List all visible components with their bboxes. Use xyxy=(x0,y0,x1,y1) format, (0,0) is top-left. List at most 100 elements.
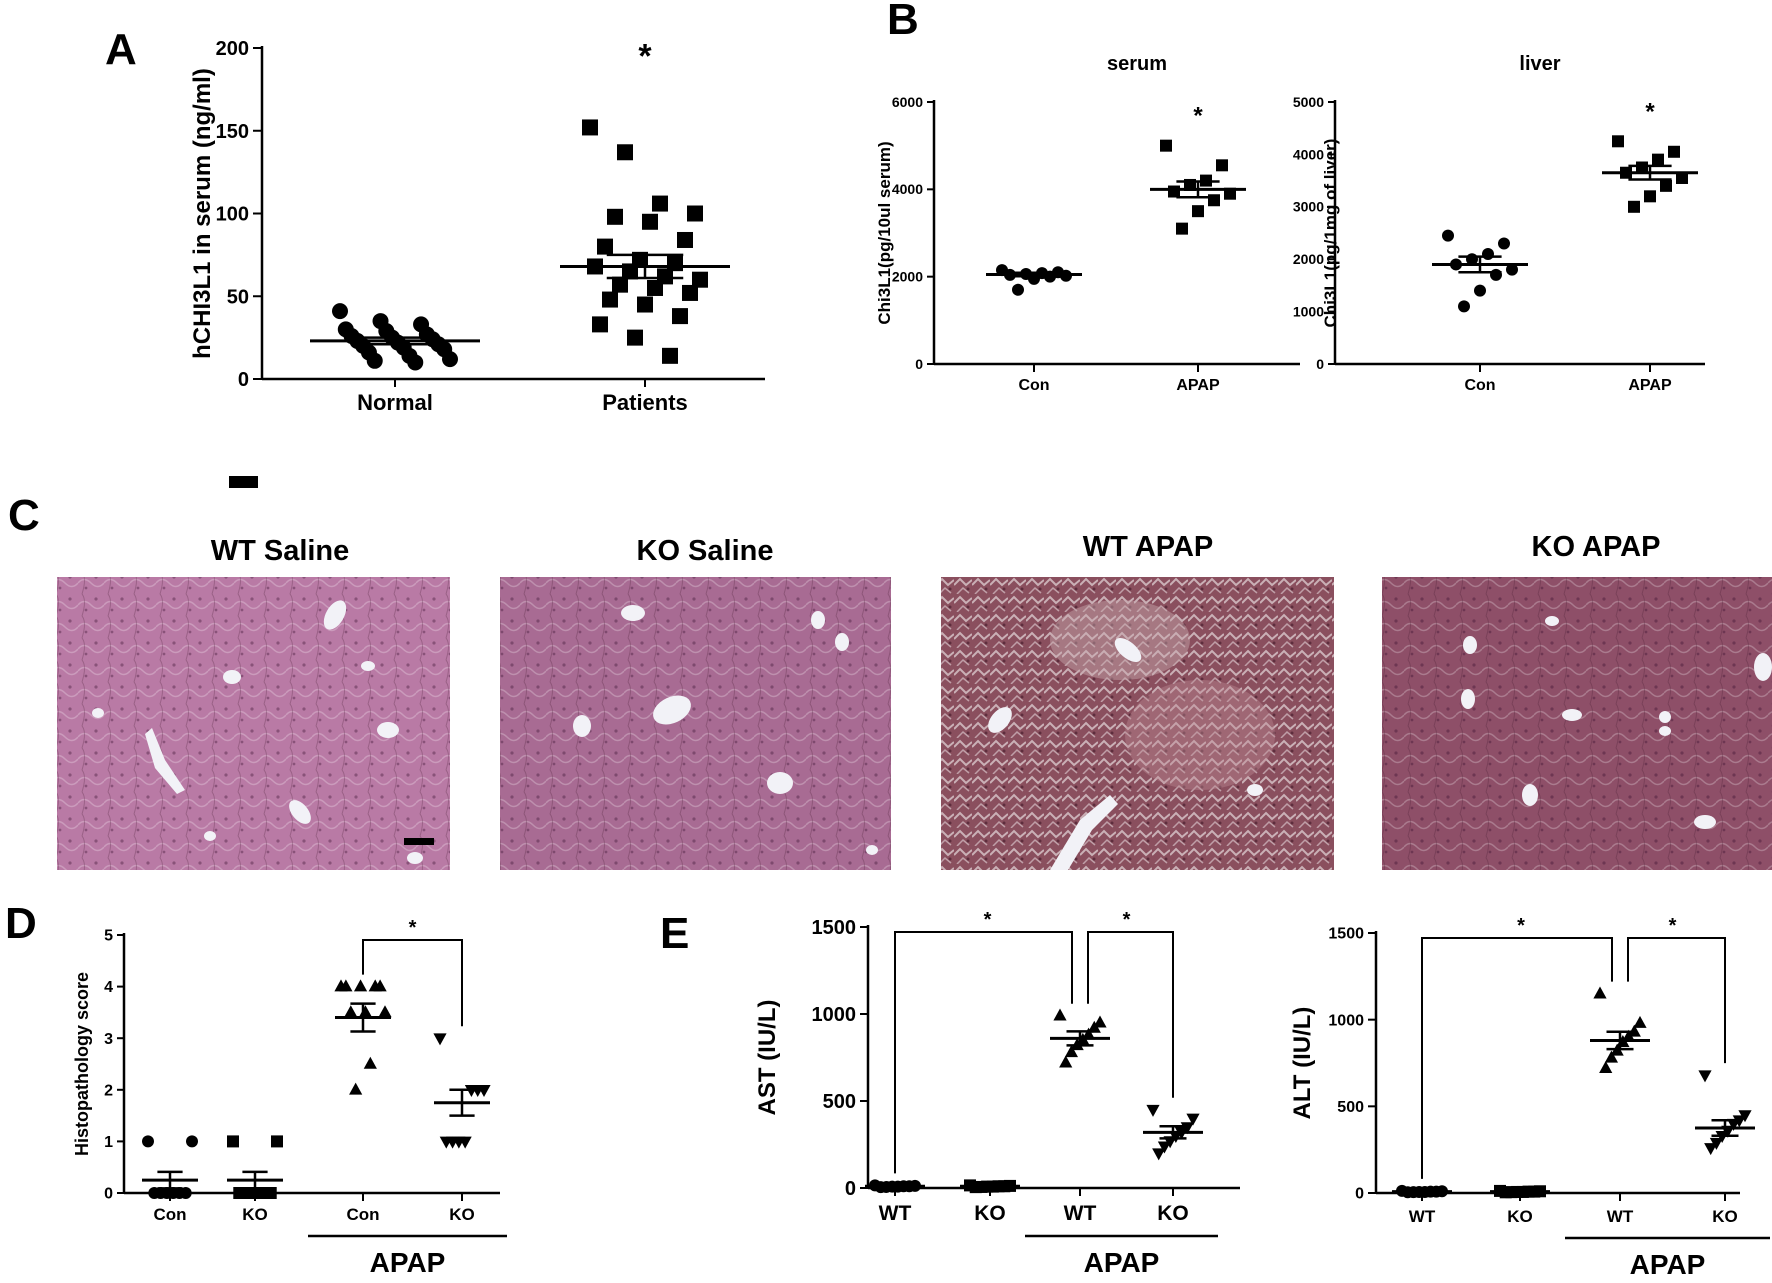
y-axis-label: Histopathology score xyxy=(72,972,92,1156)
data-point xyxy=(439,1136,453,1149)
x-tick-label: APAP xyxy=(1176,377,1220,394)
data-point xyxy=(1506,263,1518,276)
y-axis-label: Chi3L1(pg/10ul serum) xyxy=(875,141,894,324)
x-tick-label: Con xyxy=(1018,377,1049,394)
group-bracket-label: APAP xyxy=(1630,1249,1706,1280)
data-point xyxy=(442,351,458,368)
data-point xyxy=(1186,1113,1200,1126)
data-point xyxy=(687,205,703,222)
x-tick-label: KO xyxy=(242,1205,268,1224)
data-point xyxy=(142,1135,154,1148)
data-point xyxy=(1152,1148,1166,1161)
data-point xyxy=(339,979,353,992)
data-point xyxy=(602,291,618,308)
data-point xyxy=(652,195,668,212)
chart-b-liver: 0 1000 2000 3000 4000 5000 Con APAP Chi3L1(pg/1m… xyxy=(1293,53,1705,394)
x-tick-label: Normal xyxy=(357,390,433,415)
histology-image-wt-apap: WT APAP xyxy=(941,531,1334,870)
y-tick-label: 200 xyxy=(216,38,249,60)
histology-panel: WT Saline KO Saline W xyxy=(57,531,1772,870)
y-tick-label: 0 xyxy=(1355,1186,1364,1203)
y-tick-label: 500 xyxy=(823,1091,856,1113)
data-point xyxy=(647,279,663,296)
data-point xyxy=(607,208,623,225)
y-tick-label: 150 xyxy=(216,121,249,143)
data-point xyxy=(1633,1015,1647,1028)
y-tick-label: 5 xyxy=(104,928,113,945)
significance-star: * xyxy=(409,917,417,939)
data-point xyxy=(1698,1070,1712,1083)
data-point xyxy=(1726,1118,1741,1131)
histology-image-ko-saline: KO Saline xyxy=(500,535,891,870)
x-tick-label: APAP xyxy=(1628,377,1672,394)
y-tick-label: 50 xyxy=(227,286,249,308)
chart-d: 0 1 2 3 4 5 Con KO Con KO Histopathology score * APA… xyxy=(72,917,507,1278)
data-point xyxy=(612,276,628,293)
data-point xyxy=(1458,300,1470,313)
y-tick-label: 4 xyxy=(104,979,113,996)
chart-b-serum: 0 2000 4000 6000 Con APAP Chi3L1(pg/10ul serum… xyxy=(875,53,1300,394)
data-point xyxy=(227,1135,239,1148)
group-bracket-label: APAP xyxy=(370,1247,446,1278)
chart-title: serum xyxy=(1107,53,1167,75)
data-point xyxy=(407,354,424,371)
y-tick-label: 100 xyxy=(216,204,249,226)
data-point xyxy=(1621,1029,1636,1042)
data-point xyxy=(1604,1050,1619,1063)
data-point xyxy=(1053,1008,1067,1021)
data-point xyxy=(617,144,633,161)
data-point xyxy=(1627,1024,1641,1037)
x-tick-label: KO xyxy=(1712,1207,1738,1226)
data-point xyxy=(1176,222,1188,235)
panel-letter-e: E xyxy=(660,909,689,958)
image-label: KO APAP xyxy=(1532,531,1661,563)
y-axis-label: Chi3L1(pg/1mg of liver) xyxy=(1321,139,1340,328)
data-point xyxy=(1498,237,1510,250)
data-point xyxy=(1081,1027,1096,1040)
y-tick-label: 0 xyxy=(104,1186,113,1203)
y-tick-label: 4000 xyxy=(892,181,923,197)
data-point xyxy=(597,238,613,255)
data-point xyxy=(378,1005,392,1018)
y-tick-label: 2 xyxy=(104,1082,113,1099)
data-point xyxy=(363,1056,377,1069)
x-tick-label: KO xyxy=(449,1205,475,1224)
data-point xyxy=(1160,139,1172,152)
data-point xyxy=(353,979,368,992)
x-tick-label: WT xyxy=(1409,1207,1436,1226)
chart-title: liver xyxy=(1519,53,1560,75)
histology-image-ko-apap: KO APAP xyxy=(1382,531,1772,870)
y-tick-label: 0 xyxy=(915,356,923,372)
y-tick-label: 5000 xyxy=(1293,94,1324,110)
data-point xyxy=(1644,190,1656,203)
significance-bracket xyxy=(1421,937,1613,1179)
significance-star: * xyxy=(1669,915,1677,937)
data-point xyxy=(1704,1143,1718,1156)
y-tick-label: 6000 xyxy=(892,94,923,110)
y-tick-label: 500 xyxy=(1337,1099,1364,1116)
data-point xyxy=(1652,153,1664,166)
x-tick-label: Patients xyxy=(602,390,688,415)
data-point xyxy=(692,271,708,288)
data-point xyxy=(1087,1020,1101,1033)
data-point xyxy=(1059,1055,1073,1068)
data-point xyxy=(186,1135,198,1148)
scale-bar xyxy=(404,838,434,845)
data-point xyxy=(1612,135,1624,148)
x-tick-label: WT xyxy=(879,1202,912,1225)
x-tick-label: KO xyxy=(1157,1202,1189,1225)
y-axis-label: hCHI3L1 in serum (ng/ml) xyxy=(189,68,216,359)
y-tick-label: 0 xyxy=(1316,356,1324,372)
data-point xyxy=(373,979,387,992)
data-point xyxy=(1474,284,1486,297)
data-point xyxy=(1668,145,1680,158)
data-point xyxy=(1168,185,1180,198)
histology-image-wt-saline: WT Saline xyxy=(57,535,450,870)
x-tick-label: Con xyxy=(153,1205,186,1224)
y-tick-label: 3000 xyxy=(1293,199,1324,215)
x-tick-label: Con xyxy=(346,1205,379,1224)
y-tick-label: 4000 xyxy=(1293,146,1324,162)
y-tick-label: 0 xyxy=(845,1178,856,1200)
significance-bracket xyxy=(362,939,463,1027)
data-point xyxy=(592,316,608,333)
